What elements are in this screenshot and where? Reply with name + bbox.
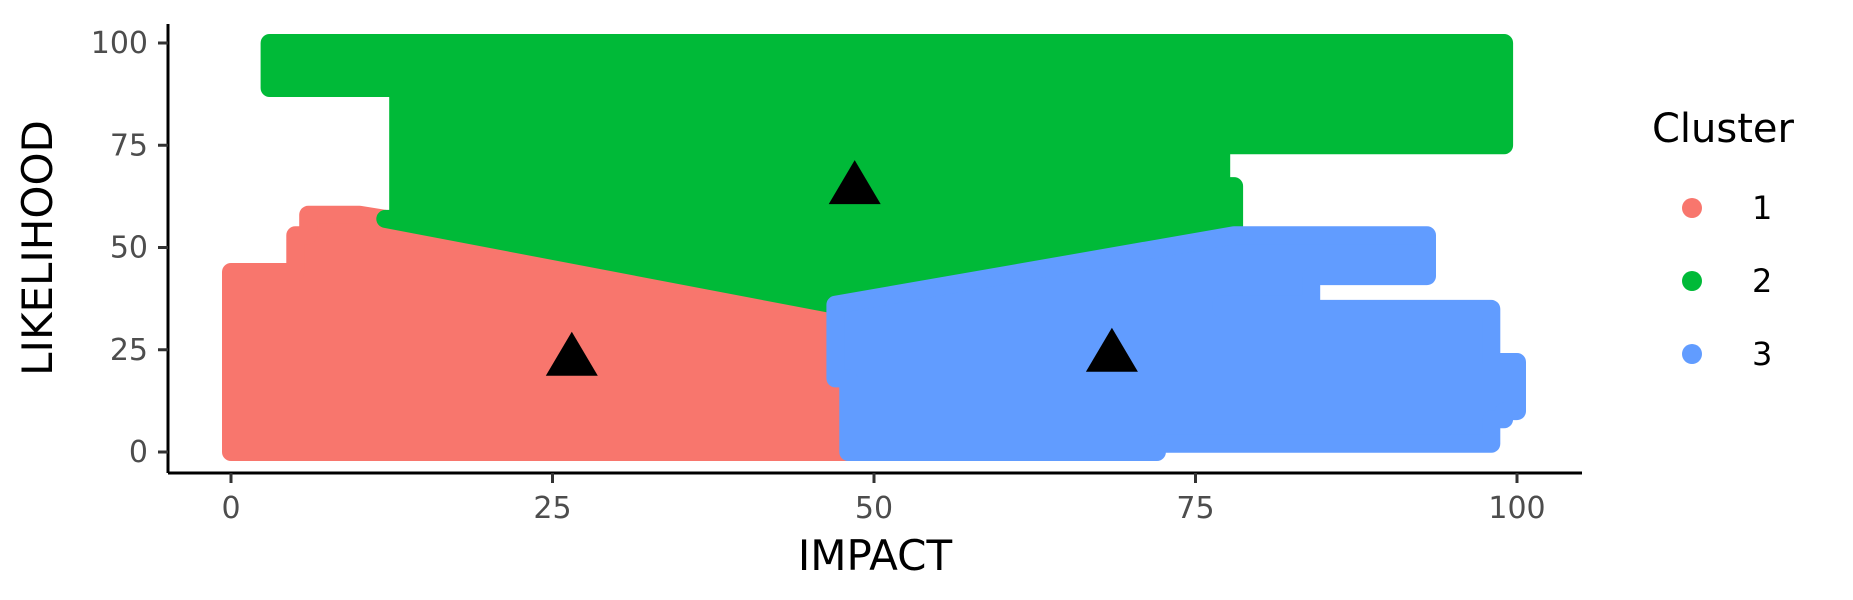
- y-tick-label: 50: [110, 231, 148, 266]
- y-tick-label: 75: [110, 128, 148, 163]
- x-axis-ticks: 0 25 50 75 100: [221, 473, 1546, 526]
- y-axis-ticks: 0 25 50 75 100: [91, 26, 168, 470]
- centroid-cluster-3: [1085, 327, 1138, 372]
- legend-label-1: 1: [1752, 189, 1772, 227]
- legend-entries: 1 2 3: [1682, 189, 1772, 373]
- legend-title: Cluster: [1652, 106, 1795, 152]
- x-tick-label: 50: [855, 491, 893, 526]
- y-tick-label: 25: [110, 333, 148, 368]
- legend-label-3: 3: [1752, 335, 1772, 373]
- legend-key-1: [1682, 198, 1702, 218]
- y-tick-label: 0: [129, 435, 148, 470]
- centroid-markers: [545, 160, 1138, 376]
- legend-key-3: [1682, 344, 1702, 364]
- x-tick-label: 25: [533, 491, 571, 526]
- cluster-3-points: [826, 226, 1526, 461]
- x-tick-label: 75: [1176, 491, 1214, 526]
- x-tick-label: 100: [1488, 491, 1545, 526]
- y-axis-title: LIKELIHOOD: [13, 120, 62, 376]
- centroid-cluster-2: [828, 160, 881, 205]
- y-tick-label: 100: [91, 26, 148, 61]
- cluster-regions: [222, 34, 1526, 461]
- legend: Cluster 1 2 3: [1652, 106, 1795, 373]
- x-axis-title: IMPACT: [798, 531, 953, 580]
- centroid-cluster-1: [545, 331, 598, 376]
- legend-key-2: [1682, 271, 1702, 291]
- x-tick-label: 0: [221, 491, 240, 526]
- legend-label-2: 2: [1752, 262, 1772, 300]
